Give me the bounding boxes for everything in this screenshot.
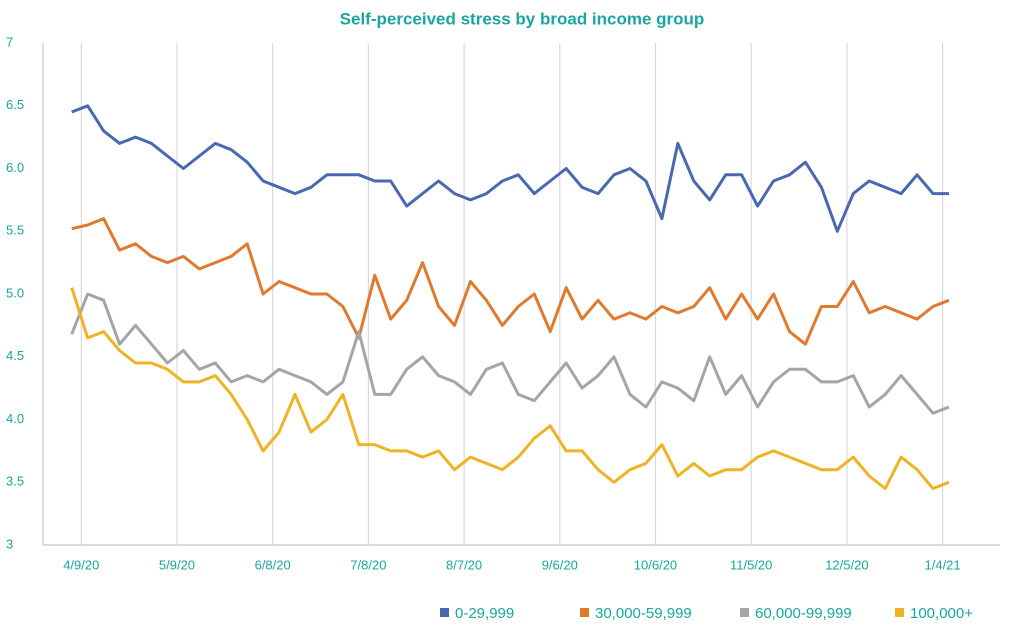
x-tick-label: 8/7/20	[446, 557, 482, 572]
legend-swatch	[580, 608, 589, 617]
x-tick-label: 4/9/20	[63, 557, 99, 572]
legend-swatch	[895, 608, 904, 617]
legend-label: 100,000+	[910, 605, 973, 622]
x-tick-label: 5/9/20	[159, 557, 195, 572]
series-line	[71, 104, 949, 233]
chart-title: Self-perceived stress by broad income gr…	[340, 9, 705, 28]
legend-swatch	[440, 608, 449, 617]
x-tick-label: 10/6/20	[634, 557, 677, 572]
series-line	[71, 217, 950, 346]
y-tick-label: 6.0	[6, 160, 24, 175]
y-tick-label: 6.5	[6, 97, 24, 112]
x-tick-label: 11/5/20	[730, 557, 772, 572]
legend-label: 30,000-59,999	[595, 605, 692, 622]
y-tick-label: 7	[6, 34, 13, 49]
legend-swatch	[740, 608, 749, 617]
y-tick-label: 4.5	[6, 348, 24, 363]
x-tick-label: 12/5/20	[825, 557, 868, 572]
series-line	[70, 292, 950, 415]
x-tick-label: 7/8/20	[350, 557, 386, 572]
y-tick-label: 5.5	[6, 223, 24, 238]
y-tick-label: 4.0	[6, 411, 24, 426]
x-tick-label: 6/8/20	[255, 557, 291, 572]
y-tick-label: 5.0	[6, 285, 24, 300]
legend-label: 60,000-99,999	[755, 605, 852, 622]
x-tick-label: 9/6/20	[542, 557, 578, 572]
series-line	[70, 287, 950, 490]
legend-label: 0-29,999	[455, 605, 514, 622]
y-tick-label: 3.5	[6, 474, 24, 489]
y-tick-label: 3	[6, 536, 13, 551]
x-tick-label: 1/4/21	[925, 557, 961, 572]
